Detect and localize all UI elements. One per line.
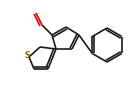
Text: S: S	[24, 52, 30, 61]
